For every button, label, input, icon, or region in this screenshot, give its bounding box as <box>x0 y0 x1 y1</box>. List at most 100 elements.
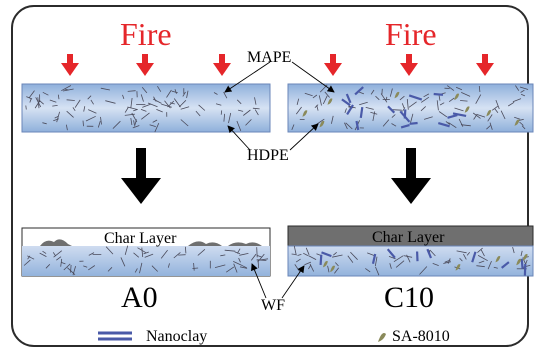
wood-fiber <box>305 247 310 255</box>
wood-fiber <box>475 94 482 104</box>
wood-fiber <box>446 85 455 91</box>
wood-fiber <box>154 122 160 133</box>
wood-fiber <box>100 87 110 91</box>
wood-fiber <box>332 254 343 258</box>
wood-fiber <box>254 109 259 116</box>
nanoclay-particles-top-right <box>341 86 467 131</box>
fire-arrow-icon <box>136 54 154 76</box>
wood-fiber <box>198 104 206 111</box>
wood-fiber <box>478 85 481 93</box>
wood-fiber <box>74 99 81 108</box>
sa8010-particle <box>495 255 501 263</box>
nanoclay-platelet <box>501 261 510 269</box>
wood-fiber <box>335 262 339 267</box>
wood-fiber <box>140 94 144 102</box>
wood-fiber <box>507 101 515 107</box>
fire-arrow-icon <box>400 54 418 76</box>
nanoclay-platelet <box>355 120 360 131</box>
wood-fiber <box>236 120 242 132</box>
wood-fiber <box>486 125 491 130</box>
wood-fiber <box>220 110 223 115</box>
wood-fiber <box>345 122 353 130</box>
wood-fiber <box>318 95 322 106</box>
sa8010-particle <box>394 91 400 99</box>
nanoclay-platelet <box>452 112 467 117</box>
wood-fiber <box>66 110 74 118</box>
sa8010-particles-bottom-right <box>322 254 528 273</box>
wood-fiber <box>432 263 439 266</box>
wood-fiber <box>53 250 63 258</box>
wood-fiber <box>515 85 520 91</box>
wood-fiber <box>347 255 354 263</box>
wood-fibers-bottom-left <box>23 245 269 276</box>
wood-fiber <box>64 88 69 91</box>
wood-fiber <box>141 86 148 94</box>
wood-fiber <box>365 268 371 273</box>
nanoclay-platelet <box>319 254 323 265</box>
down-arrow-left-icon <box>121 178 161 204</box>
wood-fiber <box>97 120 101 128</box>
wood-fiber <box>512 98 522 103</box>
wood-fiber <box>291 124 295 130</box>
wood-fiber <box>487 114 493 122</box>
wood-fiber <box>402 107 406 112</box>
wood-fiber <box>406 254 411 263</box>
wood-fiber <box>61 85 72 92</box>
nanoclay-platelet <box>386 248 396 259</box>
wood-fiber <box>461 92 471 97</box>
nanoclay-platelet <box>371 253 377 264</box>
wood-fiber <box>56 256 62 261</box>
wood-fiber <box>169 102 175 105</box>
wood-fiber <box>297 254 302 256</box>
wood-fiber <box>406 99 409 110</box>
wood-fiber <box>410 113 414 124</box>
wood-fiber <box>489 122 493 130</box>
wood-fiber <box>327 265 330 273</box>
wood-fiber <box>393 255 404 263</box>
wood-fiber <box>367 252 375 256</box>
legend-sa8010-label: SA-8010 <box>392 328 450 345</box>
nanoclay-platelet <box>354 86 364 96</box>
wood-fiber <box>391 114 396 118</box>
wood-fiber <box>473 115 477 120</box>
wood-fiber <box>140 109 147 112</box>
wood-fiber <box>455 86 463 91</box>
wood-fiber <box>257 259 259 269</box>
wood-fiber <box>225 266 235 273</box>
nanoclay-platelet <box>400 124 410 129</box>
wood-fiber <box>124 107 129 113</box>
wood-fiber <box>257 253 265 263</box>
wood-fiber <box>157 85 162 92</box>
wood-fiber <box>472 112 481 119</box>
wood-fiber <box>460 124 471 127</box>
wood-fiber <box>234 251 241 255</box>
wood-fiber <box>241 264 247 269</box>
wood-fiber <box>152 98 162 104</box>
down-arrow-left-shaft <box>136 148 146 180</box>
wood-fiber <box>382 119 390 127</box>
wood-fiber <box>239 266 248 269</box>
wood-fiber <box>436 100 439 111</box>
sample-label-a0: A0 <box>121 281 158 314</box>
wood-fiber <box>173 98 181 108</box>
wood-fiber <box>151 265 158 272</box>
wood-fiber <box>56 111 60 123</box>
wood-fiber <box>105 100 116 104</box>
wood-fiber <box>66 124 68 131</box>
wood-fiber <box>143 251 149 255</box>
wood-fiber <box>130 117 133 126</box>
wood-fiber <box>83 106 86 112</box>
wood-fiber <box>322 95 328 105</box>
wood-fiber <box>395 260 405 268</box>
wood-fiber <box>391 123 397 127</box>
wood-fiber <box>134 268 138 273</box>
nanoclay-double-line-icon <box>98 331 132 341</box>
wood-fiber <box>477 247 483 253</box>
wood-fiber <box>460 100 468 102</box>
wood-fiber <box>233 261 242 266</box>
wood-fiber <box>147 102 158 108</box>
wood-fiber <box>420 106 426 112</box>
wood-fiber <box>380 93 388 103</box>
wood-fiber <box>171 90 178 94</box>
